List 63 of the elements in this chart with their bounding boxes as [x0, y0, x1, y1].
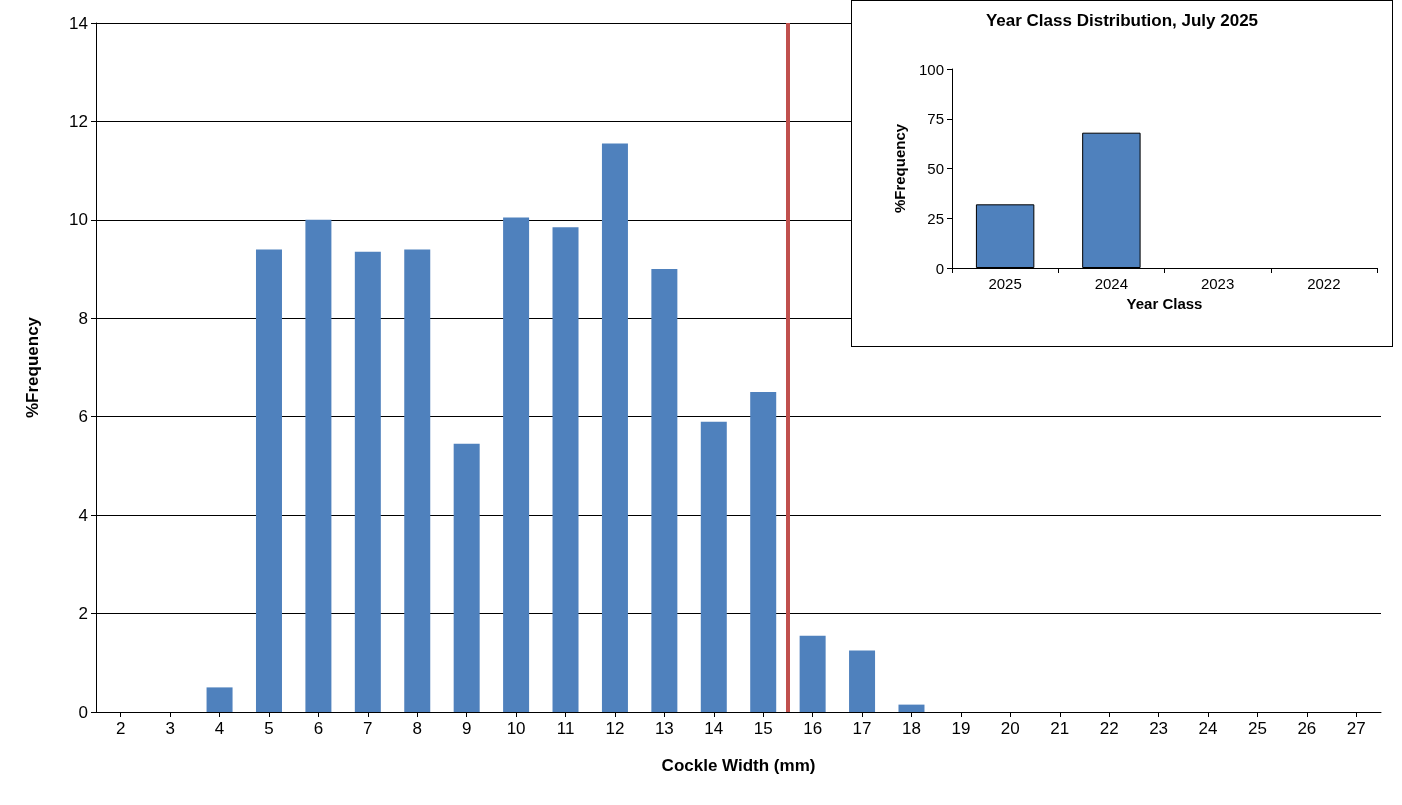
y-tick-label: 8 — [78, 308, 88, 328]
x-tick-label: 15 — [753, 719, 773, 738]
x-tick-label: 27 — [1346, 719, 1366, 738]
bar — [552, 227, 579, 712]
y-tick-label: 12 — [69, 111, 88, 131]
y-tick-label: 25 — [927, 209, 944, 227]
y-axis-title: %Frequency — [23, 316, 42, 419]
bar — [354, 251, 381, 712]
x-tick-label: 2023 — [1200, 275, 1235, 292]
x-tick-label: 23 — [1149, 719, 1169, 738]
bar — [898, 704, 925, 712]
x-tick-label: 16 — [803, 719, 823, 738]
bar — [601, 143, 628, 712]
x-tick-label: 17 — [852, 719, 872, 738]
x-tick-label: 9 — [461, 719, 472, 738]
x-tick-label: 12 — [605, 719, 625, 738]
bar — [255, 249, 282, 712]
y-tick-label: 2 — [78, 604, 88, 624]
x-tick-label: 14 — [704, 719, 724, 738]
x-tick-label: 22 — [1099, 719, 1119, 738]
x-tick-label: 6 — [313, 719, 324, 738]
bar — [305, 219, 332, 712]
x-tick-label: 19 — [951, 719, 971, 738]
y-tick-label: 4 — [78, 505, 88, 525]
x-tick-label: 21 — [1050, 719, 1070, 738]
y-tick-label: 14 — [69, 13, 88, 33]
chart-title: Year Class Distribution, July 2025 — [985, 11, 1259, 30]
x-tick-label: 13 — [654, 719, 674, 738]
y-tick-label: 10 — [69, 210, 88, 230]
x-tick-label: 24 — [1198, 719, 1218, 738]
y-axis-title: %Frequency — [891, 123, 908, 214]
bar — [849, 650, 876, 712]
bar — [799, 635, 826, 712]
y-tick-label: 75 — [927, 110, 944, 128]
bar — [651, 269, 678, 712]
x-tick-label: 10 — [506, 719, 526, 738]
bar — [700, 421, 727, 712]
x-tick-label: 11 — [556, 719, 575, 738]
bar — [750, 392, 777, 712]
x-tick-label: 2022 — [1307, 275, 1341, 292]
bar — [453, 443, 480, 712]
x-axis-title: Year Class — [1126, 294, 1203, 312]
x-tick-label: 2025 — [988, 275, 1022, 292]
y-tick-label: 0 — [78, 702, 88, 722]
x-tick-label: 4 — [214, 719, 225, 738]
x-tick-label: 5 — [264, 719, 274, 738]
x-tick-label: 20 — [1000, 719, 1020, 738]
x-tick-label: 26 — [1297, 719, 1317, 738]
x-tick-label: 18 — [902, 719, 921, 738]
bar — [503, 217, 530, 712]
x-tick-label: 7 — [363, 719, 373, 738]
x-tick-label: 8 — [412, 719, 422, 738]
y-tick-label: 0 — [935, 259, 944, 277]
y-tick-label: 50 — [927, 160, 944, 177]
x-tick-label: 25 — [1247, 719, 1267, 738]
y-tick-label: 6 — [78, 407, 88, 427]
x-tick-label: 2 — [115, 719, 126, 738]
x-tick-label: 2024 — [1094, 275, 1129, 292]
x-tick-label: 3 — [165, 719, 175, 738]
bar — [206, 687, 233, 712]
x-axis-title: Cockle Width (mm) — [661, 756, 816, 775]
bar — [404, 249, 431, 712]
y-tick-label: 100 — [918, 60, 944, 78]
